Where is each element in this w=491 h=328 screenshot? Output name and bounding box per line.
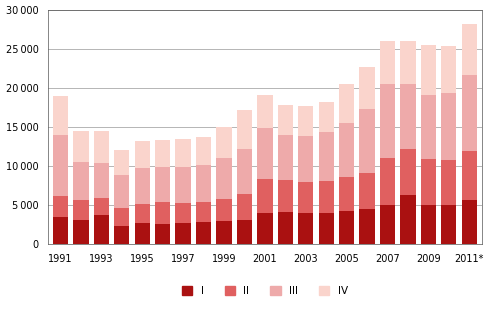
Bar bbox=[421, 159, 436, 205]
Bar bbox=[277, 105, 293, 134]
Bar bbox=[237, 220, 252, 244]
Bar bbox=[400, 149, 415, 195]
Bar bbox=[196, 222, 211, 244]
Bar bbox=[217, 127, 232, 158]
Bar bbox=[380, 41, 395, 84]
Bar bbox=[421, 95, 436, 159]
Bar bbox=[135, 141, 150, 168]
Bar bbox=[359, 210, 375, 244]
Bar bbox=[94, 215, 109, 244]
Bar bbox=[380, 84, 395, 158]
Bar bbox=[400, 41, 415, 84]
Bar bbox=[441, 46, 457, 93]
Bar bbox=[196, 202, 211, 222]
Bar bbox=[462, 75, 477, 151]
Bar bbox=[339, 123, 355, 177]
Bar bbox=[73, 131, 88, 162]
Bar bbox=[155, 202, 170, 224]
Legend: I, II, III, IV: I, II, III, IV bbox=[178, 282, 352, 300]
Bar bbox=[53, 216, 68, 244]
Bar bbox=[400, 195, 415, 244]
Bar bbox=[298, 182, 313, 214]
Bar bbox=[53, 196, 68, 216]
Bar bbox=[339, 177, 355, 211]
Bar bbox=[277, 134, 293, 180]
Bar bbox=[298, 136, 313, 182]
Bar bbox=[175, 139, 191, 167]
Bar bbox=[359, 173, 375, 210]
Bar bbox=[135, 204, 150, 223]
Bar bbox=[114, 150, 130, 175]
Bar bbox=[237, 194, 252, 220]
Bar bbox=[237, 149, 252, 194]
Bar bbox=[114, 208, 130, 226]
Bar bbox=[298, 106, 313, 136]
Bar bbox=[441, 205, 457, 244]
Bar bbox=[359, 109, 375, 173]
Bar bbox=[94, 163, 109, 198]
Bar bbox=[155, 140, 170, 167]
Bar bbox=[319, 181, 334, 213]
Bar bbox=[421, 45, 436, 95]
Bar bbox=[53, 135, 68, 196]
Bar bbox=[277, 180, 293, 212]
Bar bbox=[237, 110, 252, 149]
Bar bbox=[257, 128, 273, 179]
Bar bbox=[257, 213, 273, 244]
Bar bbox=[462, 200, 477, 244]
Bar bbox=[114, 175, 130, 208]
Bar bbox=[277, 212, 293, 244]
Bar bbox=[319, 132, 334, 181]
Bar bbox=[319, 213, 334, 244]
Bar bbox=[339, 211, 355, 244]
Bar bbox=[175, 223, 191, 244]
Bar bbox=[73, 220, 88, 244]
Bar bbox=[94, 198, 109, 215]
Bar bbox=[339, 84, 355, 123]
Bar bbox=[196, 165, 211, 202]
Bar bbox=[217, 221, 232, 244]
Bar bbox=[462, 24, 477, 75]
Bar bbox=[114, 226, 130, 244]
Bar bbox=[257, 95, 273, 128]
Bar bbox=[73, 162, 88, 200]
Bar bbox=[135, 168, 150, 204]
Bar bbox=[175, 203, 191, 223]
Bar bbox=[217, 158, 232, 198]
Bar bbox=[53, 96, 68, 135]
Bar bbox=[380, 205, 395, 244]
Bar bbox=[380, 158, 395, 205]
Bar bbox=[217, 198, 232, 221]
Bar bbox=[441, 93, 457, 159]
Bar bbox=[73, 200, 88, 220]
Bar bbox=[196, 137, 211, 165]
Bar bbox=[94, 131, 109, 163]
Bar bbox=[319, 102, 334, 132]
Bar bbox=[421, 205, 436, 244]
Bar bbox=[298, 214, 313, 244]
Bar bbox=[400, 84, 415, 149]
Bar bbox=[175, 167, 191, 203]
Bar bbox=[257, 179, 273, 213]
Bar bbox=[155, 167, 170, 202]
Bar bbox=[441, 159, 457, 205]
Bar bbox=[155, 224, 170, 244]
Bar bbox=[359, 67, 375, 109]
Bar bbox=[135, 223, 150, 244]
Bar bbox=[462, 151, 477, 200]
